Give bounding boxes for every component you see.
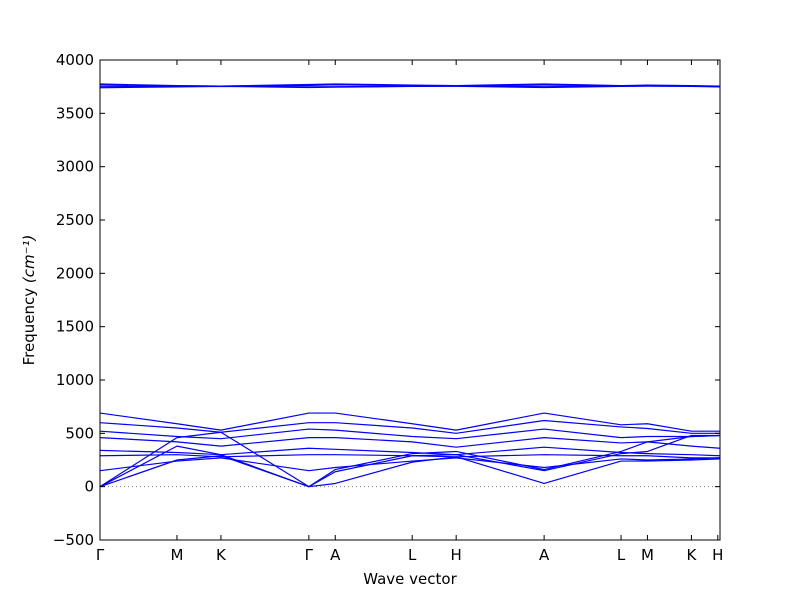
band-line-11 [99,457,721,472]
band-line-6 [99,419,720,434]
x-tick-label: K [216,546,227,564]
y-tick-label: 4000 [56,51,94,69]
x-axis-title: Wave vector [363,570,457,588]
band-line-7 [99,428,721,440]
x-tick-label: M [641,546,654,564]
y-tick-label: 2500 [56,211,94,229]
band-line-13 [99,434,720,488]
x-tick-label: M [170,546,183,564]
x-tick-label: H [451,546,462,564]
y-tick-label: 500 [65,424,94,442]
y-tick-label: 3500 [56,104,94,122]
y-axis-ticks: −500 0 500 1000 1500 2000 2500 3000 3500 4000 [53,51,720,549]
x-tick-label: K [686,546,697,564]
y-tick-label: 0 [84,478,94,496]
x-tick-label: A [539,546,550,564]
y-tick-label: 1500 [56,318,94,336]
y-tick-label: −500 [53,531,94,549]
y-tick-label: 2000 [56,264,94,282]
x-tick-label: L [408,546,417,564]
x-tick-label: L [617,546,626,564]
y-axis-title-unit: (cm⁻¹) [20,235,38,284]
band-line-9 [99,446,721,457]
band-line-5 [99,412,720,432]
y-tick-label: 3000 [56,158,94,176]
x-tick-label: A [330,546,341,564]
y-axis-title: Frequency (cm⁻¹) [20,235,38,366]
plot-frame [99,59,721,541]
band-line-14 [99,434,721,488]
band-line-8 [99,437,721,449]
series-layer [99,83,721,488]
y-tick-label: 1000 [56,371,94,389]
x-tick-label: Γ [305,546,314,564]
y-axis-title-main: Frequency [20,283,38,365]
band-line-12 [99,431,721,488]
x-tick-label: Γ [96,546,105,564]
x-tick-label: H [712,546,723,564]
band-line-4 [99,85,721,89]
